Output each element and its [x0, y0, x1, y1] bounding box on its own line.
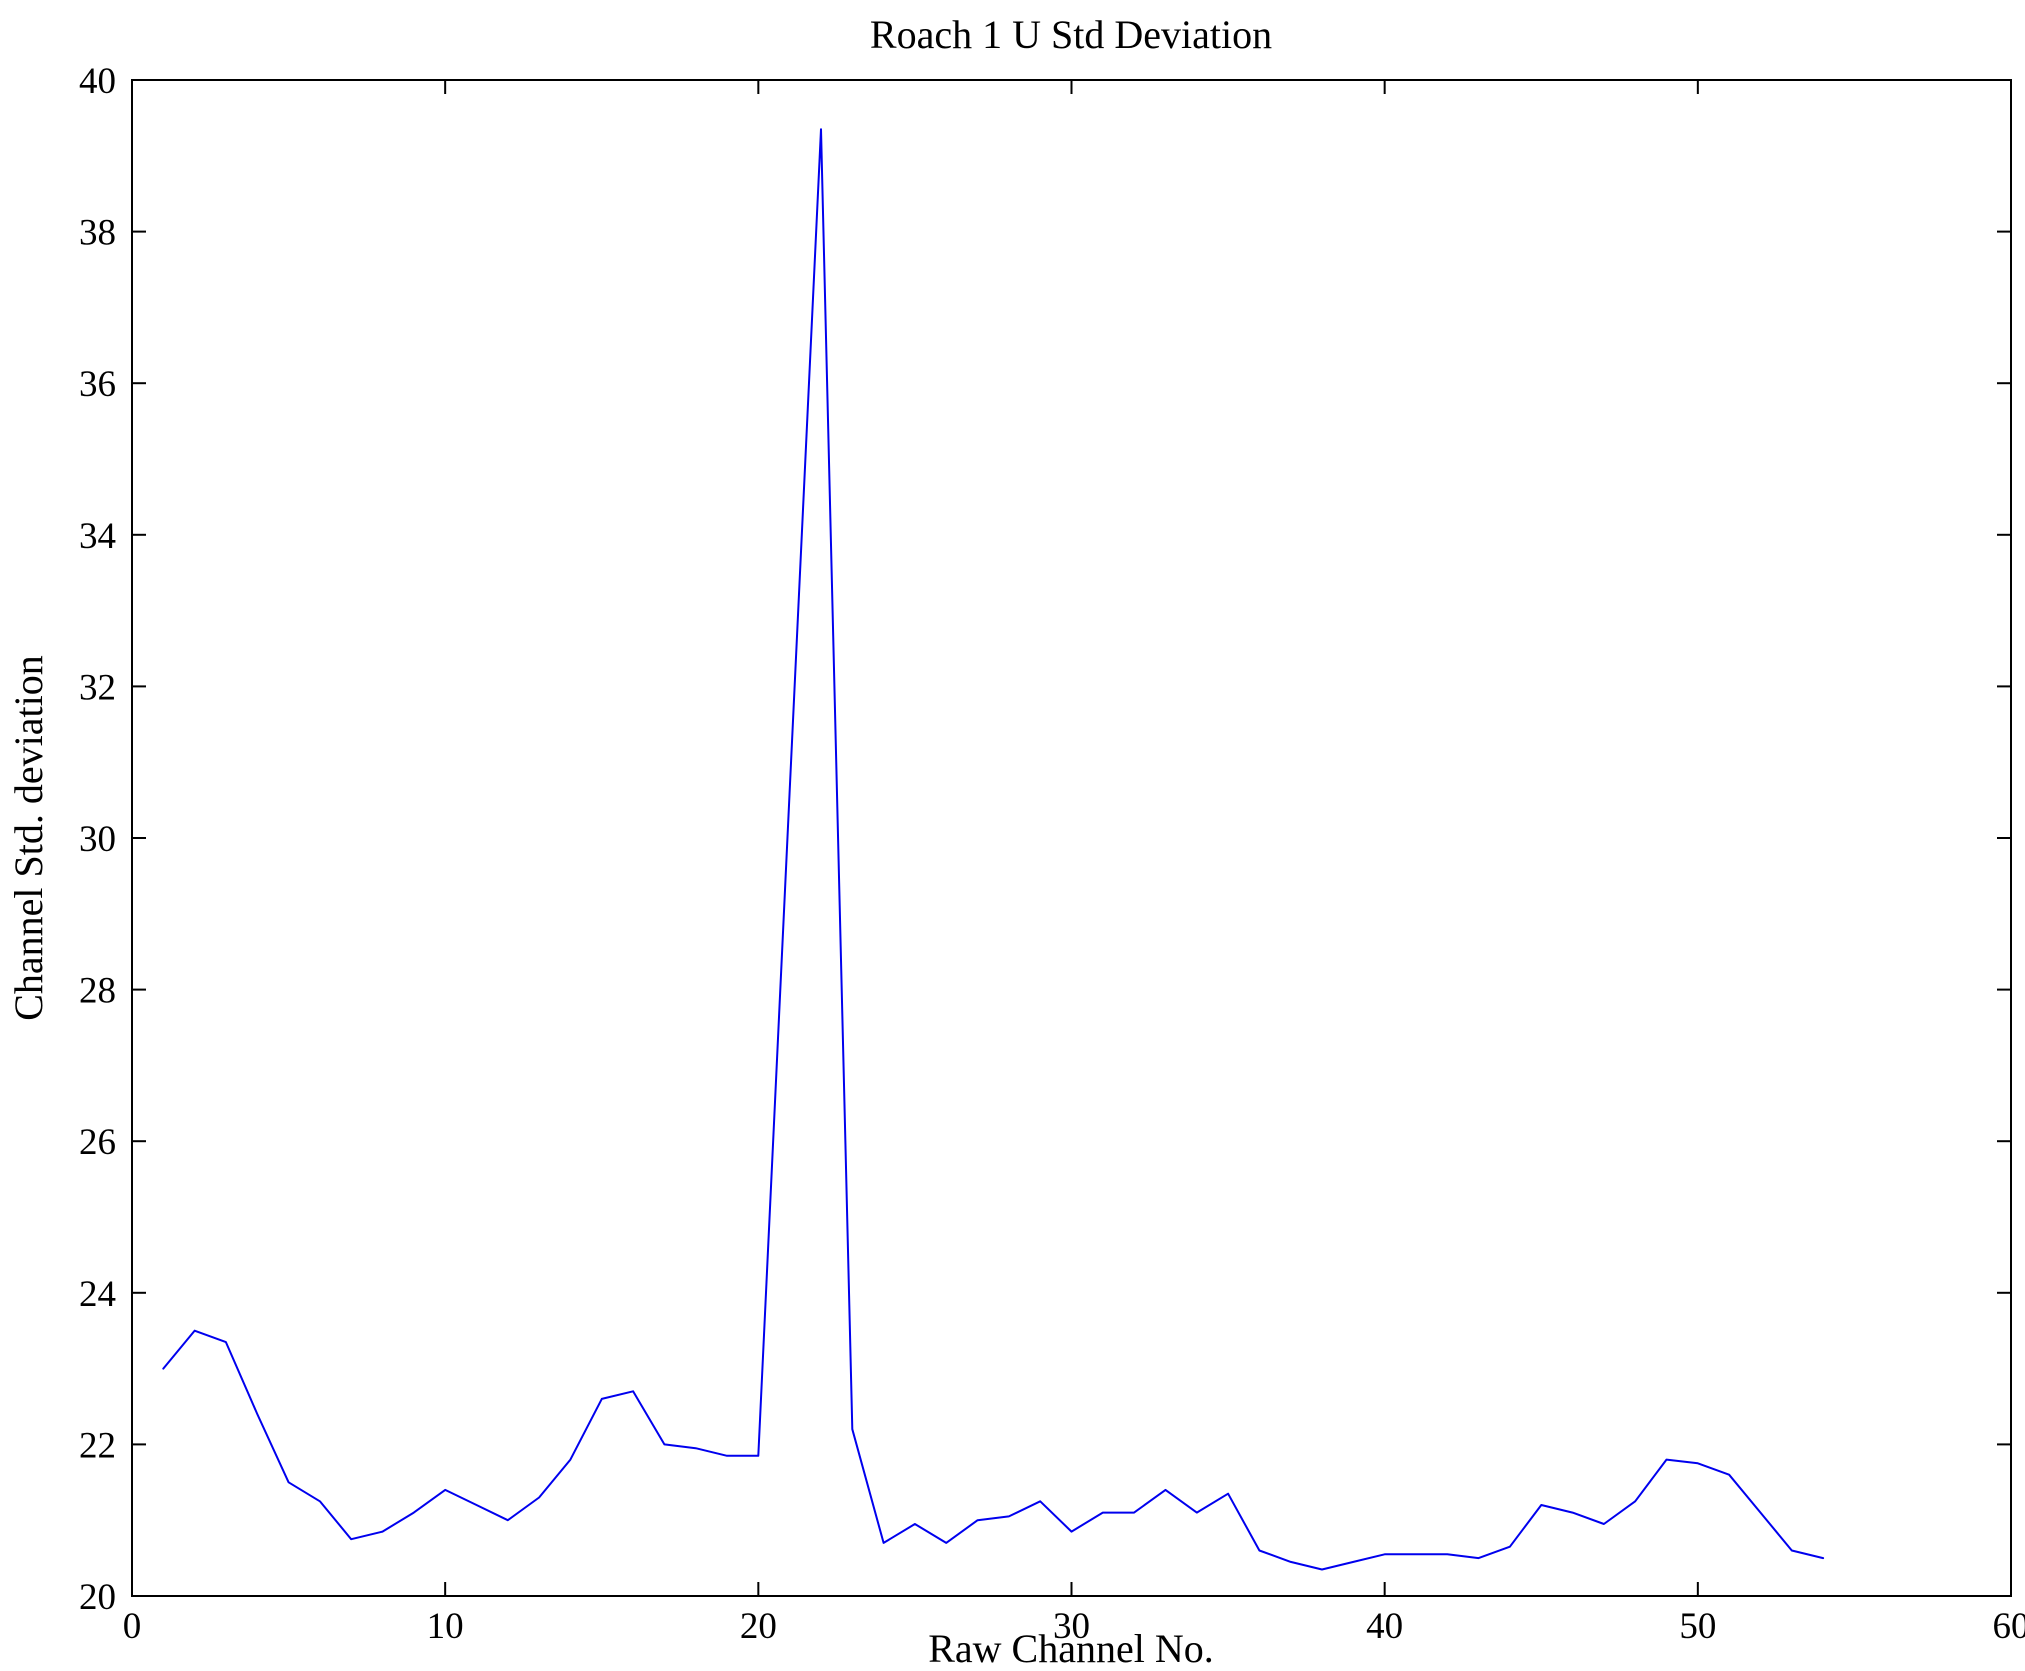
y-tick-label: 20 [79, 1577, 116, 1618]
y-tick-label: 28 [79, 971, 116, 1012]
x-tick-label: 30 [1053, 1606, 1090, 1647]
chart-title: Roach 1 U Std Deviation [870, 12, 1272, 57]
x-tick-label: 20 [740, 1606, 777, 1647]
y-tick-label: 34 [79, 516, 116, 557]
y-tick-label: 24 [79, 1274, 116, 1315]
plot-border [131, 79, 2012, 1597]
axes: 0 10 20 30 40 50 60 20 22 24 26 28 30 32 34 36 38 40 [79, 61, 2025, 1647]
x-tick-label: 0 [123, 1606, 142, 1647]
y-tick-label: 36 [79, 364, 116, 405]
x-axis-label: Raw Channel No. [928, 1626, 1214, 1671]
y-tick-label: 40 [79, 61, 116, 102]
y-tick-label: 26 [79, 1122, 116, 1163]
y-axis-label: Channel Std. deviation [6, 655, 51, 1021]
std-deviation-line [162, 128, 1825, 1571]
x-tick-label: 50 [1679, 1606, 1716, 1647]
y-tick-label: 38 [79, 213, 116, 254]
x-tick-label: 10 [427, 1606, 464, 1647]
y-tick-label: 32 [79, 667, 116, 708]
y-tick-label: 22 [79, 1425, 116, 1466]
x-tick-label: 40 [1366, 1606, 1403, 1647]
data-series [162, 128, 1825, 1571]
x-tick-label: 60 [1993, 1606, 2025, 1647]
y-tick-label: 30 [79, 819, 116, 860]
